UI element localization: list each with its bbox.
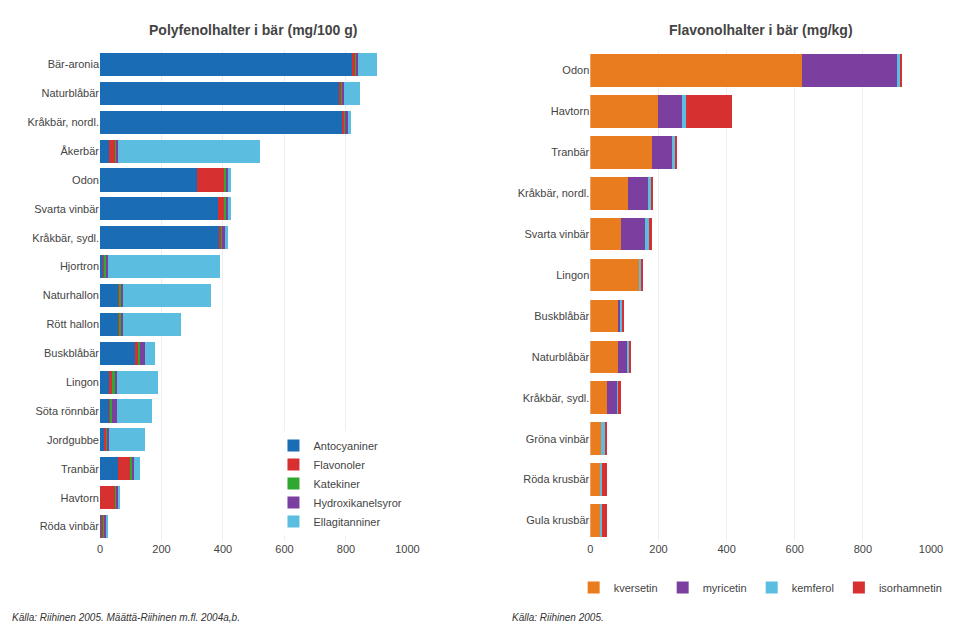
svg-text:1000: 1000 <box>919 543 943 555</box>
svg-text:200: 200 <box>152 543 170 555</box>
svg-text:isorhamnetin: isorhamnetin <box>879 582 942 594</box>
svg-text:Jordgubbe: Jordgubbe <box>47 434 99 446</box>
svg-text:Havtorn: Havtorn <box>60 492 99 504</box>
svg-text:Tranbär: Tranbär <box>61 463 99 475</box>
svg-text:800: 800 <box>337 543 355 555</box>
svg-text:Röda krusbär: Röda krusbär <box>523 473 589 485</box>
svg-text:Buskblåbär: Buskblåbär <box>44 347 99 359</box>
svg-text:Bär-aronia: Bär-aronia <box>48 58 100 70</box>
svg-text:myricetin: myricetin <box>703 582 747 594</box>
svg-text:Röda vinbär: Röda vinbär <box>40 520 100 532</box>
svg-text:Lingon: Lingon <box>66 376 99 388</box>
svg-text:Katekiner: Katekiner <box>313 478 360 490</box>
svg-text:Kråkbär, sydl.: Kråkbär, sydl. <box>32 232 99 244</box>
svg-text:800: 800 <box>854 543 872 555</box>
svg-text:Odon: Odon <box>562 64 589 76</box>
svg-text:Kråkbär, nordl.: Kråkbär, nordl. <box>27 116 99 128</box>
svg-text:Lingon: Lingon <box>556 269 589 281</box>
svg-text:Antocyaniner: Antocyaniner <box>313 440 378 452</box>
svg-text:Hjortron: Hjortron <box>60 260 99 272</box>
svg-text:Källa: Riihinen 2005.: Källa: Riihinen 2005. <box>512 612 604 623</box>
svg-text:Ellagitanniner: Ellagitanniner <box>313 516 380 528</box>
svg-text:Buskblåbär: Buskblåbär <box>534 310 589 322</box>
svg-text:kversetin: kversetin <box>614 582 658 594</box>
svg-text:Kråkbär, sydl.: Kråkbär, sydl. <box>523 392 590 404</box>
svg-text:Tranbär: Tranbär <box>551 146 589 158</box>
svg-text:Åkerbär: Åkerbär <box>60 145 99 157</box>
svg-text:400: 400 <box>214 543 232 555</box>
svg-text:Svarta vinbär: Svarta vinbär <box>524 228 589 240</box>
svg-text:600: 600 <box>275 543 293 555</box>
svg-text:0: 0 <box>587 543 593 555</box>
svg-text:Odon: Odon <box>72 174 99 186</box>
svg-text:Gröna vinbär: Gröna vinbär <box>526 433 590 445</box>
svg-text:600: 600 <box>786 543 804 555</box>
svg-text:Flavonolhalter i bär (mg/kg): Flavonolhalter i bär (mg/kg) <box>669 22 853 38</box>
svg-text:200: 200 <box>649 543 667 555</box>
svg-text:Polyfenolhalter i bär (mg/100: Polyfenolhalter i bär (mg/100 g) <box>149 22 358 38</box>
svg-text:Naturhallon: Naturhallon <box>43 289 99 301</box>
svg-text:Havtorn: Havtorn <box>551 105 590 117</box>
svg-text:Kråkbär, nordl.: Kråkbär, nordl. <box>518 187 590 199</box>
svg-text:Hydroxikanelsyror: Hydroxikanelsyror <box>313 497 401 509</box>
svg-text:Rött hallon: Rött hallon <box>46 318 99 330</box>
svg-text:1000: 1000 <box>395 543 419 555</box>
svg-text:400: 400 <box>717 543 735 555</box>
svg-text:Gula krusbär: Gula krusbär <box>526 514 589 526</box>
svg-text:Naturblåbär: Naturblåbär <box>42 87 100 99</box>
svg-text:Svarta vinbär: Svarta vinbär <box>34 203 99 215</box>
svg-text:Källa: Riihinen 2005. Määttä-R: Källa: Riihinen 2005. Määttä-Riihinen m.… <box>12 612 240 623</box>
svg-text:Söta rönnbär: Söta rönnbär <box>35 405 99 417</box>
svg-text:Naturblåbär: Naturblåbär <box>532 351 590 363</box>
svg-text:0: 0 <box>97 543 103 555</box>
svg-text:Flavonoler: Flavonoler <box>313 459 365 471</box>
svg-text:kemferol: kemferol <box>792 582 834 594</box>
